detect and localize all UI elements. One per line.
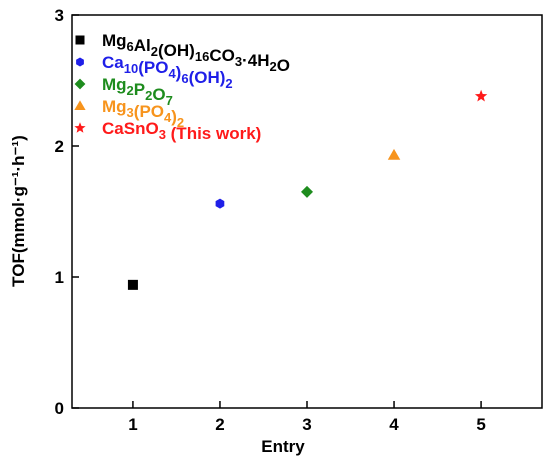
- legend-marker-triangle: [74, 100, 86, 110]
- x-tick-label: 4: [389, 415, 399, 434]
- x-axis-title: Entry: [261, 437, 305, 456]
- data-point-triangle: [387, 148, 401, 160]
- data-point-diamond: [301, 185, 313, 198]
- legend-label: Mg3(PO4)2: [102, 97, 184, 130]
- y-tick-label: 2: [55, 137, 64, 156]
- data-point-star: [474, 89, 488, 102]
- legend-label: Ca10(PO4)6(OH)2: [102, 53, 233, 91]
- y-tick-label: 3: [55, 6, 64, 25]
- y-axis-title: TOF(mmol·g⁻¹·h⁻¹): [9, 135, 28, 287]
- legend-marker-square: [75, 35, 85, 45]
- legend-label: Mg2P2O7: [102, 75, 173, 108]
- x-tick-label: 2: [215, 415, 224, 434]
- legend-marker-hexagon: [76, 57, 84, 67]
- y-tick-label: 1: [55, 268, 64, 287]
- legend-label: CaSnO3 (This work): [102, 119, 261, 143]
- x-tick-label: 1: [128, 415, 137, 434]
- data-point-square: [127, 279, 138, 290]
- y-tick-label: 0: [55, 399, 64, 418]
- x-tick-label: 5: [476, 415, 485, 434]
- legend-label: Mg6Al2(OH)16CO3·4H2O: [102, 31, 290, 75]
- legend-marker-star: [74, 122, 86, 133]
- data-point-hexagon: [215, 198, 225, 209]
- x-tick-label: 3: [302, 415, 311, 434]
- legend-marker-diamond: [74, 78, 86, 90]
